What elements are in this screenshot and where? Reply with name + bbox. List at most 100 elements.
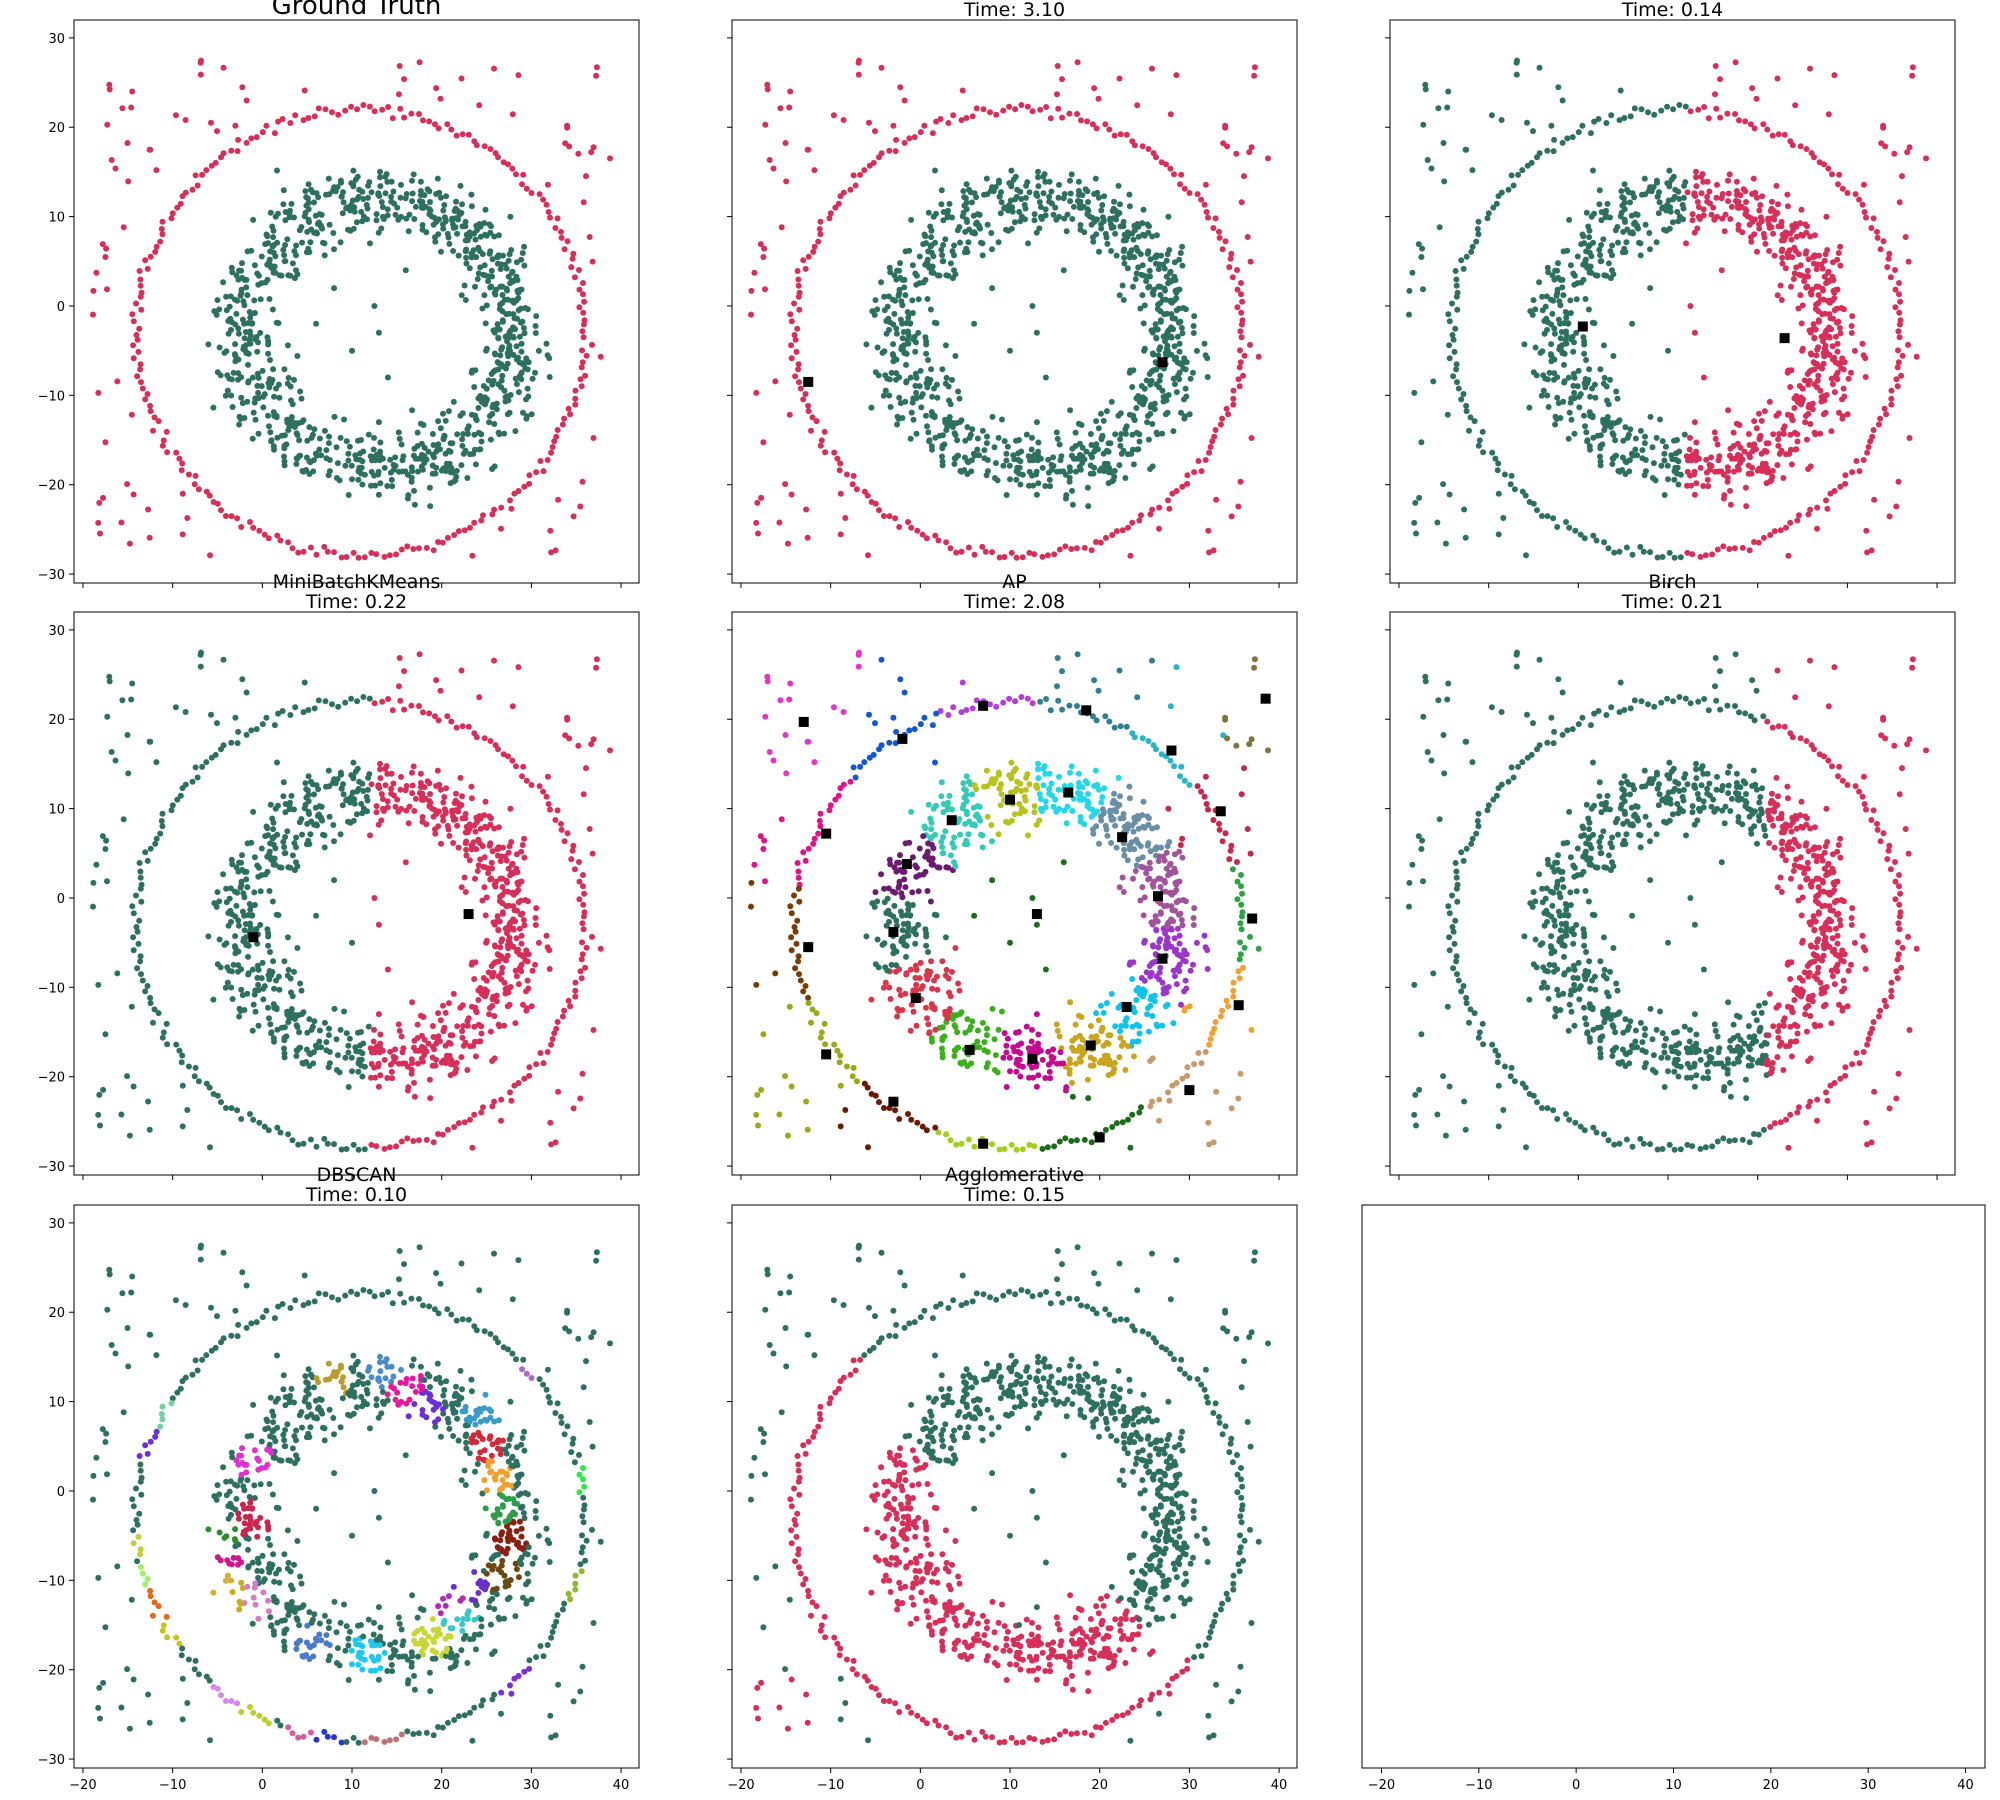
data-point: [1130, 236, 1137, 243]
data-point: [1859, 340, 1866, 347]
data-point: [821, 428, 828, 435]
data-point: [1223, 405, 1230, 412]
data-point: [1440, 481, 1447, 488]
data-point: [593, 64, 600, 71]
data-point: [1458, 396, 1465, 403]
data-point: [1720, 495, 1727, 502]
data-point: [233, 864, 240, 871]
data-point: [421, 192, 428, 199]
data-point: [360, 448, 367, 455]
data-point: [1691, 229, 1698, 236]
data-point: [371, 108, 378, 115]
data-point: [429, 1062, 436, 1069]
data-point: [350, 1141, 357, 1148]
data-point: [375, 821, 382, 828]
data-point: [537, 1050, 544, 1056]
data-point: [1085, 503, 1092, 510]
data-point: [988, 230, 995, 236]
data-point: [882, 387, 889, 394]
data-point: [1597, 458, 1604, 465]
data-point: [449, 440, 456, 447]
data-point: [275, 802, 281, 809]
scatter-points: [748, 57, 1271, 561]
data-point: [507, 940, 513, 947]
data-point: [897, 316, 904, 323]
data-point: [321, 844, 328, 851]
data-point: [326, 433, 332, 440]
data-point: [929, 393, 936, 400]
data-point: [491, 657, 497, 664]
data-point: [1462, 146, 1469, 153]
data-point: [378, 199, 385, 205]
data-point: [1639, 447, 1646, 454]
data-point: [267, 248, 274, 255]
data-point: [486, 419, 493, 426]
data-point: [476, 813, 483, 819]
data-point: [491, 942, 498, 949]
data-point: [886, 513, 893, 520]
data-point: [285, 374, 292, 381]
data-point: [198, 57, 204, 64]
data-point: [95, 1111, 102, 1118]
data-point: [581, 890, 588, 897]
data-point: [1720, 543, 1727, 550]
data-point: [325, 440, 332, 447]
data-point: [349, 1068, 355, 1075]
data-point: [416, 111, 422, 117]
data-point: [1453, 293, 1460, 300]
data-point: [1560, 350, 1567, 356]
data-point: [1763, 448, 1770, 455]
data-point: [465, 723, 472, 730]
data-point: [967, 431, 974, 438]
data-point: [939, 252, 946, 259]
data-point: [526, 472, 533, 479]
data-point: [1086, 213, 1093, 220]
data-point: [489, 848, 496, 855]
data-point: [100, 1086, 107, 1093]
data-point: [385, 104, 392, 110]
data-point: [243, 689, 250, 696]
data-point: [1658, 107, 1665, 114]
data-point: [159, 823, 166, 830]
data-point: [1607, 376, 1613, 383]
data-point: [326, 1025, 332, 1032]
data-point: [360, 196, 367, 202]
data-point: [492, 742, 499, 749]
data-point: [305, 216, 312, 223]
data-point: [915, 296, 922, 303]
data-point: [1745, 431, 1752, 437]
data-point: [210, 404, 217, 411]
data-point: [1823, 348, 1829, 355]
data-point: [489, 410, 496, 417]
data-point: [1746, 547, 1753, 554]
data-point: [960, 209, 967, 216]
data-point: [1622, 424, 1629, 431]
data-point: [97, 1122, 103, 1129]
data-point: [449, 1032, 456, 1039]
data-point: [1112, 431, 1119, 438]
data-point: [1204, 374, 1211, 380]
data-point: [1693, 183, 1700, 190]
data-point: [837, 531, 844, 538]
data-point: [130, 1083, 137, 1090]
data-point: [1773, 182, 1780, 189]
data-point: [1686, 446, 1693, 453]
y-tick-label: −10: [38, 389, 65, 404]
data-point: [1605, 545, 1612, 552]
data-point: [240, 938, 247, 945]
data-point: [1101, 460, 1108, 467]
data-point: [811, 243, 818, 250]
data-point: [795, 293, 802, 300]
data-point: [334, 1052, 341, 1059]
data-point: [331, 1141, 337, 1148]
data-point: [1453, 282, 1460, 289]
data-point: [1870, 427, 1877, 433]
data-point: [495, 926, 502, 933]
data-point: [748, 287, 755, 294]
data-point: [310, 1060, 317, 1067]
data-point: [262, 833, 269, 840]
data-point: [1121, 254, 1128, 261]
data-point: [1812, 306, 1819, 312]
data-point: [436, 216, 442, 223]
data-point: [939, 432, 946, 439]
